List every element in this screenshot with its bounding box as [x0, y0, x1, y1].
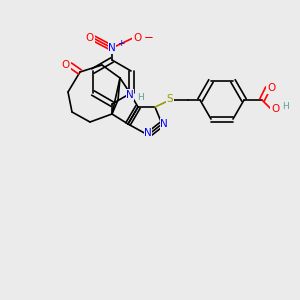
- Text: H: H: [282, 102, 289, 111]
- Text: H: H: [137, 92, 144, 101]
- Text: N: N: [160, 119, 168, 129]
- Text: O: O: [62, 60, 70, 70]
- Text: N: N: [126, 90, 134, 100]
- Text: O: O: [271, 104, 279, 114]
- Text: O: O: [86, 33, 94, 43]
- Text: +: +: [117, 40, 124, 49]
- Text: O: O: [267, 83, 275, 93]
- Text: N: N: [144, 128, 152, 138]
- Text: S: S: [167, 94, 173, 104]
- Text: N: N: [108, 43, 116, 53]
- Text: O: O: [133, 33, 141, 43]
- Text: −: −: [144, 31, 154, 44]
